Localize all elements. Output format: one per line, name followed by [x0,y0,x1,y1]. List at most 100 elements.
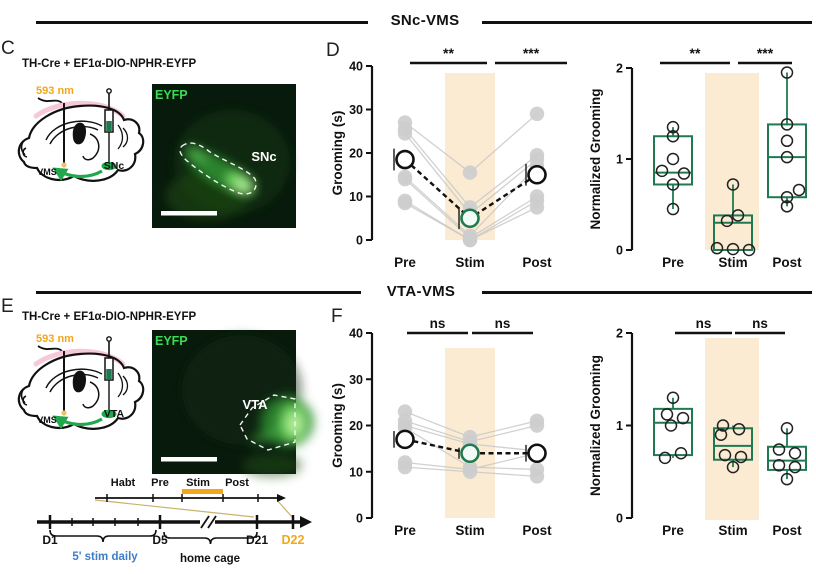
section-title-snc: SNc-VMS [390,12,460,29]
y-tick-label: 30 [349,373,363,387]
panel-title-c: TH-Cre + EF1α-DIO-NPHR-EYFP [22,58,197,70]
data-point [529,469,545,484]
y-axis-label: Grooming (s) [330,111,345,196]
box [767,445,807,471]
mean-marker [395,149,415,170]
x-category-label: Stim [718,523,747,538]
normalized-grooming-boxplot-vta: 0 1 2 ns ns Pre Stim Post Normalized Grooming [588,316,807,538]
laser-wavelength-label: 593 nm [36,85,74,97]
expansion-line [276,499,293,518]
data-point [726,242,740,256]
axis-break-slash [207,515,217,529]
target-region-label: VMS [37,415,57,425]
phase-label: Habt [111,477,136,489]
data-point [655,164,669,178]
header-rule-right-vta [482,291,812,294]
injection-site [101,161,117,171]
target-region-label: VMS [37,167,57,177]
panel-letter-f: F [331,306,343,327]
syringe-virus [106,121,112,131]
data-point [397,195,413,211]
data-point [732,422,746,436]
cerebellum-lines [117,372,129,398]
grooming-plot-vta: 0 10 20 30 40 ns ns Pre Stim Post Grooming (s) [330,316,552,538]
box [653,407,693,457]
day-label: D21 [246,533,268,547]
y-tick-label: 2 [616,62,623,76]
y-tick-label: 1 [616,419,623,433]
data-point [462,232,478,248]
data-point [677,167,691,180]
mean-marker [460,208,480,229]
laser-wavelength-label: 593 nm [36,333,74,345]
syringe-knob [106,336,112,342]
cerebellum-lines [117,124,129,150]
fiber-tip [61,162,67,168]
experiment-timeline: Habt Pre Stim Post D1 D5 D21 D22 5' stim daily ho… [37,477,312,565]
injection-site [101,409,117,419]
fiber-cable [37,97,63,104]
arrowhead [277,494,286,502]
x-category-label: Pre [662,523,684,538]
data-point [664,419,678,432]
fluorescence-signal [165,110,290,220]
region-label: VTA [242,397,268,412]
data-point [710,241,724,255]
stim-period-bar [182,489,223,494]
data-point [666,178,680,191]
phase-label: Post [225,477,249,489]
data-point [731,209,745,222]
axis-break [200,515,215,529]
data-point [788,460,802,474]
fiber-tip [61,410,67,416]
data-point [718,448,732,462]
eyfp-label: EYFP [155,88,188,102]
data-point [676,411,690,425]
data-point [780,190,794,204]
source-region-label: VTA [104,408,125,420]
day-label: D22 [282,533,305,547]
data-point [674,447,688,460]
data-point [792,183,806,197]
y-tick-label: 10 [349,465,363,479]
data-point [714,428,728,441]
syringe-knob [106,88,112,94]
data-point [726,460,740,474]
sig-label: ** [690,45,701,61]
x-category-label: Pre [394,255,416,270]
syringe-virus [106,369,112,379]
projection-arrow [52,415,103,430]
data-point [716,419,730,432]
x-category-label: Post [772,255,802,270]
mean-marker [395,429,415,450]
home-cage-label: home cage [180,553,240,565]
data-point [462,464,478,479]
phase-label: Pre [151,477,169,489]
sig-label: ns [495,316,511,331]
axis-break-slash [200,515,210,529]
data-point [780,66,794,79]
arrowhead [300,516,312,528]
y-tick-label: 0 [616,512,623,526]
region-outline [179,142,257,195]
mean-marker [527,443,547,464]
x-category-label: Stim [455,523,484,538]
header-rule-right-snc [482,21,812,24]
data-point [397,126,413,141]
y-tick-label: 20 [349,147,363,161]
x-category-label: Pre [662,255,684,270]
olfactory-bulb [20,385,30,406]
x-category-label: Post [772,523,802,538]
data-point [780,422,794,435]
box [767,123,807,199]
data-point [780,118,794,131]
y-tick-label: 30 [349,103,363,117]
data-point [780,150,794,164]
panel-letter-c: C [1,38,15,59]
data-point [529,106,545,122]
data-point [772,443,786,456]
brain-diagram-vta: 593 nm VMS VTA [17,333,145,430]
stim-daily-label: 5' stim daily [72,551,138,563]
projection-arrow [52,167,103,182]
